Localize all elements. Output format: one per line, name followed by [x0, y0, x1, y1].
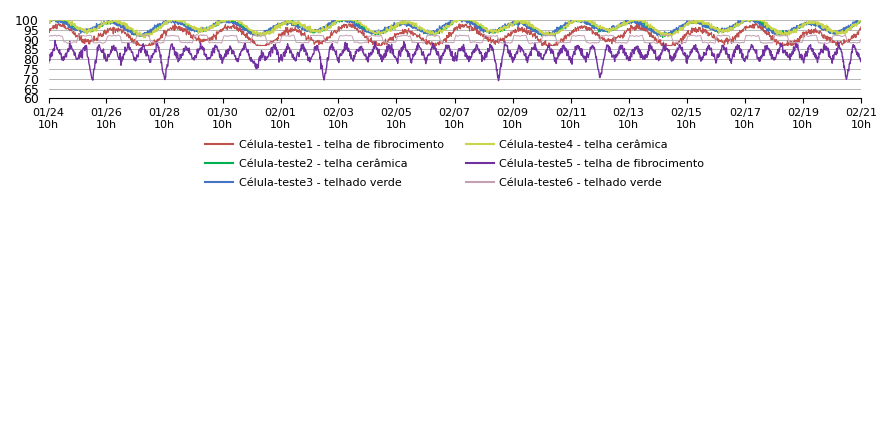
Célula-teste1 - telha de fibrocimento: [684, 31, 695, 37]
Célula-teste1 - telha de fibrocimento: [417, 36, 428, 41]
Célula-teste1 - telha de fibrocimento: [85, 37, 95, 43]
Célula-teste5 - telha de fibrocimento: [684, 54, 695, 59]
Célula-teste1 - telha de fibrocimento: [43, 26, 54, 31]
Célula-teste6 - telhado verde: [439, 39, 450, 45]
Célula-teste4 - telha cerâmica: [832, 32, 843, 38]
Célula-teste4 - telha cerâmica: [684, 19, 695, 24]
Célula-teste4 - telha cerâmica: [138, 35, 149, 40]
Célula-teste2 - telha cerâmica: [833, 29, 844, 34]
Line: Célula-teste6 - telhado verde: Célula-teste6 - telhado verde: [48, 34, 861, 44]
Célula-teste4 - telha cerâmica: [855, 17, 866, 23]
Célula-teste2 - telha cerâmica: [417, 28, 428, 33]
Célula-teste2 - telha cerâmica: [855, 19, 866, 24]
Célula-teste1 - telha de fibrocimento: [833, 39, 844, 45]
Célula-teste1 - telha de fibrocimento: [439, 38, 450, 43]
Célula-teste4 - telha cerâmica: [833, 31, 844, 36]
Célula-teste3 - telhado verde: [44, 17, 54, 23]
Célula-teste5 - telha de fibrocimento: [50, 38, 61, 43]
Célula-teste5 - telha de fibrocimento: [855, 59, 866, 65]
Célula-teste1 - telha de fibrocimento: [832, 40, 843, 46]
Line: Célula-teste3 - telhado verde: Célula-teste3 - telhado verde: [48, 20, 861, 36]
Célula-teste2 - telha cerâmica: [45, 17, 56, 23]
Célula-teste6 - telhado verde: [85, 33, 95, 38]
Célula-teste5 - telha de fibrocimento: [417, 52, 428, 58]
Célula-teste4 - telha cerâmica: [85, 30, 95, 35]
Célula-teste2 - telha cerâmica: [684, 21, 695, 26]
Célula-teste6 - telhado verde: [417, 40, 428, 45]
Célula-teste2 - telha cerâmica: [85, 28, 95, 33]
Célula-teste3 - telhado verde: [136, 33, 147, 39]
Célula-teste2 - telha cerâmica: [43, 18, 54, 23]
Célula-teste5 - telha de fibrocimento: [832, 46, 843, 52]
Célula-teste2 - telha cerâmica: [832, 30, 843, 36]
Célula-teste3 - telhado verde: [85, 27, 95, 32]
Célula-teste6 - telhado verde: [524, 41, 535, 47]
Célula-teste4 - telha cerâmica: [439, 26, 450, 31]
Célula-teste2 - telha cerâmica: [439, 24, 450, 30]
Célula-teste3 - telhado verde: [417, 28, 428, 34]
Célula-teste5 - telha de fibrocimento: [833, 40, 844, 45]
Célula-teste6 - telhado verde: [832, 33, 843, 38]
Célula-teste3 - telhado verde: [439, 25, 450, 30]
Line: Célula-teste4 - telha cerâmica: Célula-teste4 - telha cerâmica: [48, 20, 861, 38]
Célula-teste6 - telhado verde: [855, 37, 866, 42]
Célula-teste2 - telha cerâmica: [657, 35, 668, 40]
Célula-teste3 - telhado verde: [855, 17, 866, 23]
Célula-teste3 - telhado verde: [43, 19, 54, 24]
Célula-teste6 - telhado verde: [684, 34, 695, 39]
Célula-teste1 - telha de fibrocimento: [51, 21, 62, 26]
Célula-teste3 - telhado verde: [833, 29, 844, 34]
Célula-teste4 - telha cerâmica: [417, 26, 428, 32]
Célula-teste6 - telhado verde: [833, 33, 844, 38]
Line: Célula-teste2 - telha cerâmica: Célula-teste2 - telha cerâmica: [48, 20, 861, 38]
Célula-teste5 - telha de fibrocimento: [43, 60, 54, 66]
Célula-teste3 - telhado verde: [684, 18, 695, 24]
Célula-teste4 - telha cerâmica: [45, 17, 55, 23]
Legend: Célula-teste1 - telha de fibrocimento, Célula-teste2 - telha cerâmica, Célula-te: Célula-teste1 - telha de fibrocimento, C…: [201, 135, 708, 192]
Célula-teste5 - telha de fibrocimento: [493, 78, 504, 83]
Célula-teste6 - telhado verde: [43, 33, 54, 39]
Célula-teste5 - telha de fibrocimento: [439, 51, 450, 56]
Célula-teste5 - telha de fibrocimento: [85, 69, 95, 74]
Célula-teste3 - telhado verde: [832, 29, 843, 34]
Célula-teste4 - telha cerâmica: [43, 20, 54, 25]
Line: Célula-teste1 - telha de fibrocimento: Célula-teste1 - telha de fibrocimento: [48, 24, 861, 46]
Célula-teste1 - telha de fibrocimento: [855, 24, 866, 30]
Line: Célula-teste5 - telha de fibrocimento: Célula-teste5 - telha de fibrocimento: [48, 40, 861, 81]
Célula-teste1 - telha de fibrocimento: [134, 43, 145, 48]
Célula-teste6 - telhado verde: [191, 32, 202, 37]
